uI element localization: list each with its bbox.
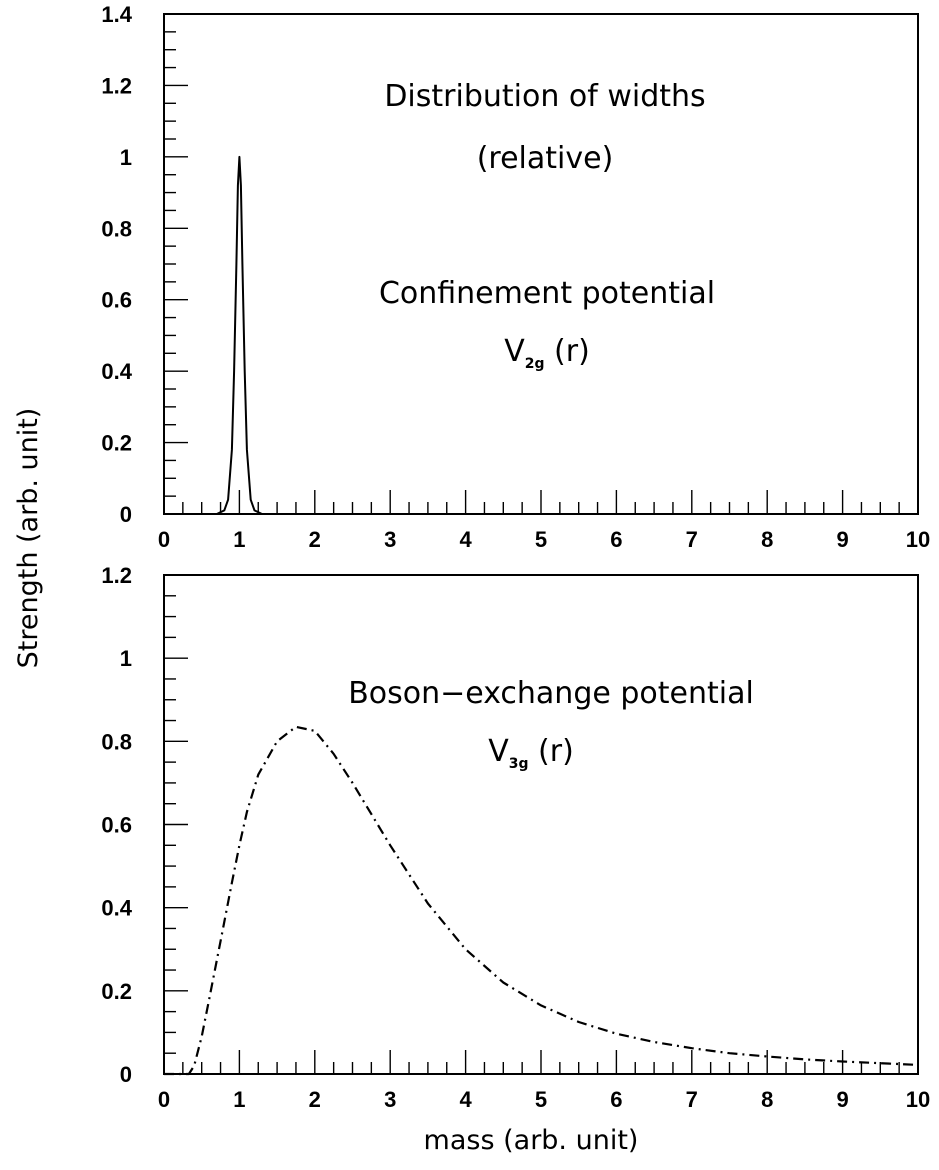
bottom-panel-formula-main: V	[488, 734, 509, 769]
top-panel-x-tick-label: 4	[459, 527, 472, 552]
top-panel-x-tick-label: 5	[535, 527, 547, 552]
top-panel-x-tick-label: 3	[384, 527, 396, 552]
bottom-panel-x-tick-label: 4	[459, 1087, 472, 1112]
bottom-panel-y-tick-label: 1	[120, 646, 132, 671]
top-panel-y-tick-label: 1.2	[101, 73, 132, 98]
bottom-panel-series-line	[164, 725, 919, 1076]
top-panel-y-tick-label: 0.6	[101, 288, 132, 313]
bottom-panel-x-tick-label: 0	[158, 1087, 170, 1112]
bottom-panel-curve-label: Boson−exchange potential	[348, 676, 754, 711]
top-panel-y-tick-label: 0	[120, 502, 132, 527]
bottom-panel-x-tick-label: 7	[686, 1087, 698, 1112]
bottom-panel-x-tick-label: 8	[761, 1087, 773, 1112]
bottom-panel-y-tick-label: 0.8	[101, 729, 132, 754]
bottom-panel-ticks	[163, 574, 919, 1075]
top-panel-formula: V2g (r)	[504, 334, 590, 372]
top-panel-x-tick-label: 7	[686, 527, 698, 552]
top-panel-x-tick-label: 1	[233, 527, 245, 552]
top-panel-x-tick-label: 0	[158, 527, 170, 552]
top-panel-formula-main: V	[504, 334, 525, 369]
top-panel-curve-label: Confinement potential	[379, 276, 715, 311]
bottom-panel-x-tick-label: 6	[610, 1087, 622, 1112]
bottom-panel-y-tick-label: 0.2	[101, 979, 132, 1004]
top-panel-y-tick-label: 1	[120, 145, 132, 170]
top-panel-y-tick-label: 1.4	[101, 2, 132, 27]
top-panel-title-line2: (relative)	[477, 141, 614, 176]
bottom-panel-x-tick-label: 10	[906, 1087, 930, 1112]
bottom-panel-y-tick-label: 1.2	[101, 563, 132, 588]
top-panel: 0 1 2 3 4 5 6 7 8 9 10 0 0.2 0.4 0.6 0.8 1 1.2 1.4 Distrib…	[101, 2, 930, 552]
bottom-panel-y-tick-label: 0.4	[101, 896, 132, 921]
top-panel-frame	[163, 13, 919, 515]
top-panel-x-tick-label: 6	[610, 527, 622, 552]
bottom-panel-y-tick-label: 0	[120, 1062, 132, 1087]
bottom-panel: 0 1 2 3 4 5 6 7 8 9 10 0 0.2 0.4 0.6 0.8 1 1.2 Boson−exch…	[101, 563, 930, 1156]
bottom-panel-curves	[164, 725, 919, 1076]
top-panel-x-tick-label: 9	[836, 527, 848, 552]
bottom-panel-formula-tail: (r)	[529, 734, 574, 769]
bottom-panel-x-tick-label: 2	[309, 1087, 321, 1112]
top-panel-tick-labels: 0 1 2 3 4 5 6 7 8 9 10 0 0.2 0.4 0.6 0.8 1 1.2 1.4	[101, 2, 930, 552]
bottom-panel-tick-labels: 0 1 2 3 4 5 6 7 8 9 10 0 0.2 0.4 0.6 0.8 1 1.2	[101, 563, 930, 1112]
bottom-panel-formula-subscript: 3g	[509, 756, 529, 772]
bottom-panel-y-tick-label: 0.6	[101, 813, 132, 838]
top-panel-x-tick-label: 10	[906, 527, 930, 552]
top-panel-y-tick-label: 0.8	[101, 216, 132, 241]
bottom-panel-formula: V3g (r)	[488, 734, 574, 772]
top-panel-formula-subscript: 2g	[525, 356, 545, 372]
top-panel-y-tick-label: 0.4	[101, 359, 132, 384]
bottom-panel-x-tick-label: 1	[233, 1087, 245, 1112]
top-panel-formula-tail: (r)	[545, 334, 590, 369]
bottom-panel-frame	[163, 574, 919, 1075]
bottom-panel-x-tick-label: 3	[384, 1087, 396, 1112]
x-axis-title: mass (arb. unit)	[424, 1125, 639, 1156]
bottom-panel-x-tick-label: 9	[836, 1087, 848, 1112]
top-panel-title-line1: Distribution of widths	[384, 79, 705, 114]
y-axis-title: Strength (arb. unit)	[13, 408, 44, 669]
bottom-panel-x-tick-label: 5	[535, 1087, 547, 1112]
top-panel-y-tick-label: 0.2	[101, 431, 132, 456]
top-panel-x-tick-label: 2	[309, 527, 321, 552]
top-panel-series-line	[164, 155, 918, 515]
top-panel-curves	[164, 155, 918, 515]
top-panel-x-tick-label: 8	[761, 527, 773, 552]
